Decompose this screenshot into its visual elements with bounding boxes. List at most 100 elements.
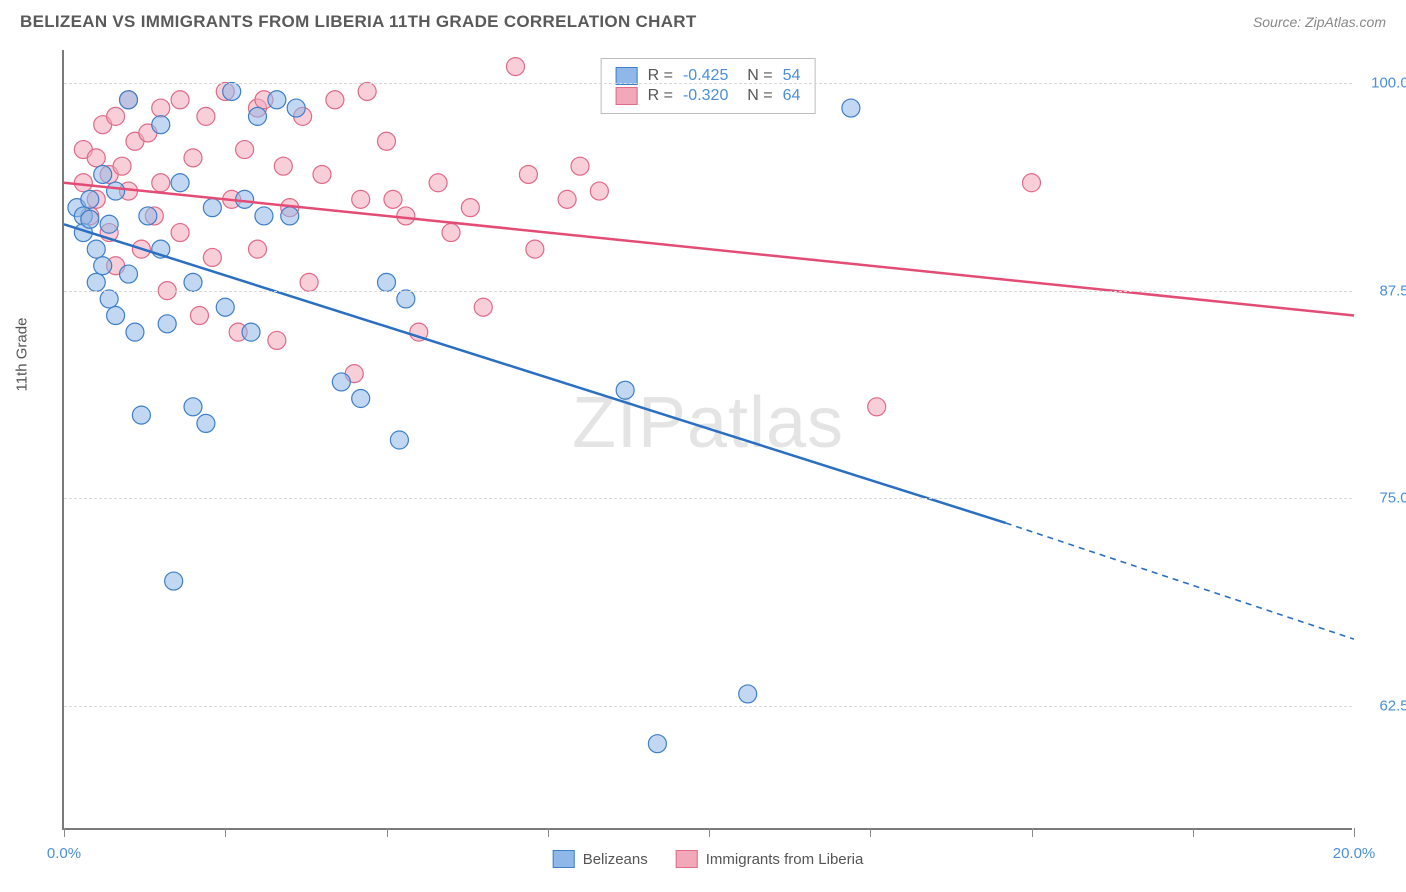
data-point — [120, 91, 138, 109]
x-tick-label: 0.0% — [47, 845, 81, 862]
x-tick — [225, 828, 226, 837]
data-point — [868, 398, 886, 416]
data-point — [165, 572, 183, 590]
data-point — [352, 390, 370, 408]
data-point — [1023, 174, 1041, 192]
data-point — [268, 331, 286, 349]
data-point — [326, 91, 344, 109]
scatter-plot-svg — [64, 50, 1352, 828]
gridline — [64, 706, 1352, 707]
data-point — [126, 323, 144, 341]
data-point — [184, 398, 202, 416]
chart-header: BELIZEAN VS IMMIGRANTS FROM LIBERIA 11TH… — [0, 0, 1406, 40]
gridline — [64, 498, 1352, 499]
data-point — [249, 107, 267, 125]
data-point — [139, 207, 157, 225]
data-point — [397, 207, 415, 225]
y-tick-label: 75.0% — [1362, 490, 1406, 507]
data-point — [223, 82, 241, 100]
data-point — [152, 174, 170, 192]
data-point — [352, 190, 370, 208]
data-point — [74, 174, 92, 192]
data-point — [100, 290, 118, 308]
swatch-belizeans-bottom — [553, 850, 575, 868]
data-point — [429, 174, 447, 192]
x-tick-label: 20.0% — [1333, 845, 1376, 862]
data-point — [378, 273, 396, 291]
data-point — [107, 307, 125, 325]
x-tick — [548, 828, 549, 837]
legend-item-belizeans: Belizeans — [553, 850, 648, 868]
data-point — [203, 199, 221, 217]
data-point — [242, 323, 260, 341]
data-point — [384, 190, 402, 208]
data-point — [197, 107, 215, 125]
chart-title: BELIZEAN VS IMMIGRANTS FROM LIBERIA 11TH… — [20, 12, 697, 32]
data-point — [171, 224, 189, 242]
swatch-liberia — [616, 87, 638, 105]
data-point — [313, 165, 331, 183]
data-point — [274, 157, 292, 175]
data-point — [190, 307, 208, 325]
data-point — [203, 248, 221, 266]
data-point — [152, 99, 170, 117]
data-point — [171, 174, 189, 192]
data-point — [287, 99, 305, 117]
legend-label-liberia: Immigrants from Liberia — [706, 851, 864, 868]
swatch-liberia-bottom — [676, 850, 698, 868]
data-point — [249, 240, 267, 258]
x-tick — [1354, 828, 1355, 837]
y-tick-label: 87.5% — [1362, 282, 1406, 299]
data-point — [236, 190, 254, 208]
x-tick — [1032, 828, 1033, 837]
data-point — [87, 273, 105, 291]
correlation-legend: R = -0.425 N = 54 R = -0.320 N = 64 — [601, 58, 816, 114]
data-point — [739, 685, 757, 703]
x-tick — [709, 828, 710, 837]
data-point — [616, 381, 634, 399]
data-point — [300, 273, 318, 291]
n-label: N = — [738, 87, 772, 105]
data-point — [94, 257, 112, 275]
x-tick — [1193, 828, 1194, 837]
chart-plot-area: ZIPatlas R = -0.425 N = 54 R = -0.320 N … — [62, 50, 1352, 830]
data-point — [236, 141, 254, 159]
data-point — [442, 224, 460, 242]
data-point — [81, 190, 99, 208]
data-point — [81, 210, 99, 228]
data-point — [120, 265, 138, 283]
data-point — [519, 165, 537, 183]
chart-source: Source: ZipAtlas.com — [1253, 14, 1386, 30]
legend-row-liberia: R = -0.320 N = 64 — [616, 87, 801, 105]
data-point — [94, 165, 112, 183]
data-point — [281, 207, 299, 225]
trend-line-extrapolated — [1006, 523, 1354, 639]
data-point — [268, 91, 286, 109]
y-tick-label: 62.5% — [1362, 697, 1406, 714]
gridline — [64, 83, 1352, 84]
data-point — [332, 373, 350, 391]
data-point — [87, 240, 105, 258]
y-tick-label: 100.0% — [1362, 75, 1406, 92]
x-tick — [64, 828, 65, 837]
data-point — [107, 182, 125, 200]
data-point — [571, 157, 589, 175]
data-point — [87, 149, 105, 167]
r-value-liberia: -0.320 — [683, 87, 728, 105]
data-point — [184, 149, 202, 167]
data-point — [158, 315, 176, 333]
data-point — [152, 116, 170, 134]
x-tick — [870, 828, 871, 837]
data-point — [255, 207, 273, 225]
data-point — [474, 298, 492, 316]
gridline — [64, 291, 1352, 292]
x-tick — [387, 828, 388, 837]
data-point — [184, 273, 202, 291]
y-axis-label: 11th Grade — [14, 318, 31, 392]
data-point — [197, 414, 215, 432]
data-point — [842, 99, 860, 117]
data-point — [526, 240, 544, 258]
data-point — [107, 107, 125, 125]
data-point — [397, 290, 415, 308]
n-value-liberia: 64 — [783, 87, 801, 105]
